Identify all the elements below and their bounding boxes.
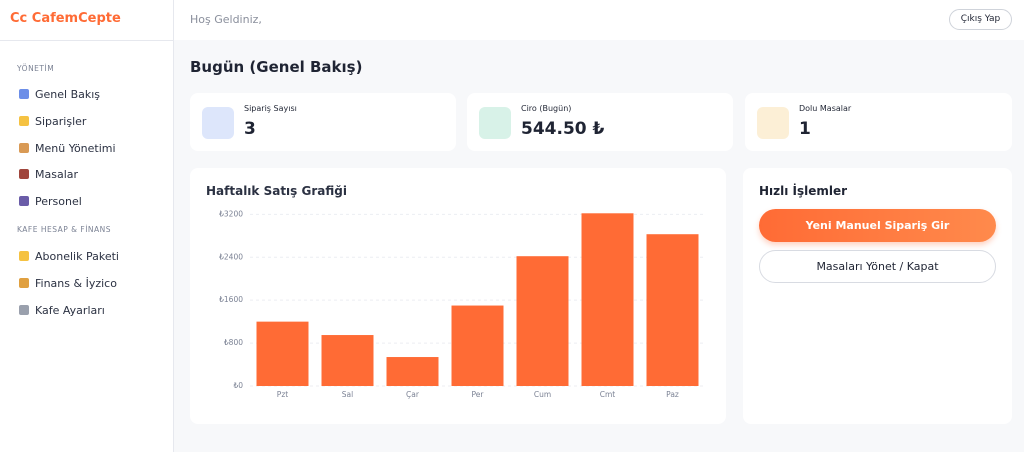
x-tick-label: Sal xyxy=(342,390,353,399)
icon xyxy=(202,107,234,139)
section-title: KAFE HESAP & FİNANS xyxy=(17,225,112,234)
icon xyxy=(19,251,29,261)
bar xyxy=(646,234,699,386)
x-tick-label: Per xyxy=(472,390,485,399)
x-tick-label: Cum xyxy=(534,390,551,399)
bar xyxy=(386,357,439,386)
y-tick-label: ₺3200 xyxy=(219,209,243,218)
nav-item[interactable]: Siparişler xyxy=(19,113,86,129)
icon xyxy=(19,89,29,99)
icon xyxy=(19,116,29,126)
nav-item[interactable]: Finans & İyzico xyxy=(19,275,117,291)
chart-card: Haftalık Satış Grafiği ₺0 ₺800 ₺1600 ₺2400 ₺… xyxy=(190,168,726,424)
x-tick-label: Pzt xyxy=(277,390,288,399)
primary-button[interactable]: Yeni Manuel Sipariş Gir xyxy=(759,209,996,242)
section-title: YÖNETİM xyxy=(17,64,55,73)
nav-item[interactable]: Kafe Ayarları xyxy=(19,302,105,318)
bar xyxy=(451,305,504,386)
nav-item[interactable]: Genel Bakış xyxy=(19,86,100,102)
page-title: Bugün (Genel Bakış) xyxy=(190,58,363,76)
stat-value: 3 xyxy=(244,119,256,139)
nav-item[interactable]: Masalar xyxy=(19,166,78,182)
nav-item[interactable]: Menü Yönetimi xyxy=(19,140,116,156)
divider xyxy=(0,40,174,41)
nav-label: Personel xyxy=(35,194,82,208)
bar xyxy=(256,321,309,386)
icon xyxy=(757,107,789,139)
stat-label: Dolu Masalar xyxy=(799,104,852,113)
nav-label: Masalar xyxy=(35,167,79,181)
greeting: Hoş Geldiniz, xyxy=(190,13,262,26)
y-tick-label: ₺800 xyxy=(224,338,243,347)
y-tick-label: ₺2400 xyxy=(219,252,243,261)
nav-label: Genel Bakış xyxy=(35,87,101,101)
x-tick-label: Çar xyxy=(406,390,420,399)
section-title: Hızlı İşlemler xyxy=(759,184,848,198)
bar xyxy=(516,256,569,386)
nav-label: Siparişler xyxy=(35,114,87,128)
nav-label: Finans & İyzico xyxy=(35,276,117,290)
nav-label: Menü Yönetimi xyxy=(35,141,116,155)
icon xyxy=(479,107,511,139)
chart-title: Haftalık Satış Grafiği xyxy=(206,184,347,198)
icon xyxy=(19,143,29,153)
secondary-button[interactable]: Masaları Yönet / Kapat xyxy=(759,250,996,283)
nav-item[interactable]: Personel xyxy=(19,193,82,209)
nav-item[interactable]: Abonelik Paketi xyxy=(19,248,119,264)
icon xyxy=(19,305,29,315)
stat-label: Sipariş Sayısı xyxy=(244,104,297,113)
icon xyxy=(19,169,29,179)
stat-label: Ciro (Bugün) xyxy=(521,104,572,113)
brand[interactable]: Cc CafemCepte xyxy=(10,11,121,26)
icon xyxy=(19,196,29,206)
stat-value: 1 xyxy=(799,119,811,139)
bar xyxy=(581,213,634,386)
stat-value: 544.50 ₺ xyxy=(521,119,605,139)
x-tick-label: Paz xyxy=(666,390,679,399)
stat-card: Sipariş Sayısı 3 xyxy=(190,93,456,151)
bar xyxy=(321,335,374,386)
logout-button[interactable]: Çıkış Yap xyxy=(949,9,1012,30)
stat-card: Dolu Masalar 1 xyxy=(745,93,1012,151)
y-tick-label: ₺0 xyxy=(233,381,243,390)
quick-actions: Hızlı İşlemler Yeni Manuel Sipariş Gir M… xyxy=(743,168,1012,424)
icon xyxy=(19,278,29,288)
sidebar: Cc CafemCepte YÖNETİM Genel Bakış Sipari… xyxy=(0,0,174,452)
nav-label: Kafe Ayarları xyxy=(35,303,105,317)
stat-card: Ciro (Bugün) 544.50 ₺ xyxy=(467,93,733,151)
nav-label: Abonelik Paketi xyxy=(35,249,119,263)
chart: ₺0 ₺800 ₺1600 ₺2400 ₺3200 Pzt Sal Çar Per Cum Cmt P… xyxy=(219,209,705,399)
x-tick-label: Cmt xyxy=(600,390,616,399)
top-bar xyxy=(174,0,1024,40)
y-tick-label: ₺1600 xyxy=(219,295,243,304)
